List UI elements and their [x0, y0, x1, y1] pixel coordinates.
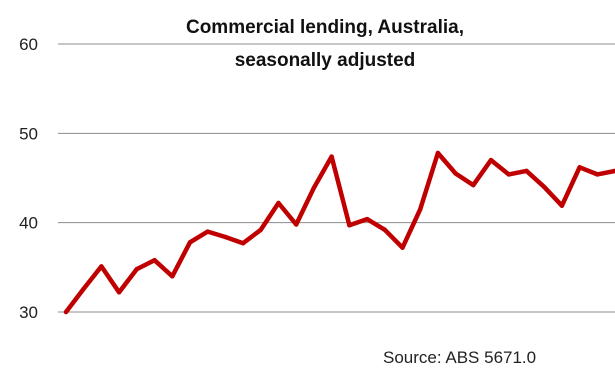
data-point [400, 245, 405, 250]
data-point [471, 182, 476, 188]
data-point [435, 150, 441, 156]
chart-title-line-1: Commercial lending, Australia, [186, 17, 464, 38]
data-point [276, 200, 281, 206]
data-point [559, 203, 565, 208]
data-point [488, 157, 494, 163]
chart-title: Commercial lending, Australia, seasonall… [186, 17, 464, 71]
chart-title-line-2: seasonally adjusted [235, 50, 416, 71]
y-axis-tick-labels: 30 40 50 60 [19, 35, 38, 322]
data-point [506, 172, 511, 177]
data-point [240, 241, 246, 246]
data-point [258, 227, 263, 232]
data-point [311, 185, 317, 190]
data-point [294, 222, 299, 227]
data-point [205, 229, 210, 234]
y-tick-label: 30 [19, 303, 38, 322]
data-point [329, 154, 334, 159]
data-point [134, 266, 139, 272]
data-point [152, 258, 157, 263]
data-point [542, 184, 547, 190]
data-point [63, 309, 69, 315]
data-point [612, 168, 615, 174]
data-point [116, 290, 122, 295]
y-tick-label: 50 [19, 124, 38, 143]
series-line-0 [63, 150, 615, 315]
data-point [418, 207, 423, 212]
data-point [170, 274, 175, 279]
data-point [595, 172, 600, 177]
y-tick-label: 40 [19, 214, 38, 233]
data-point [382, 227, 387, 232]
data-point [453, 171, 458, 176]
series-layer [63, 150, 615, 315]
y-tick-label: 60 [19, 35, 38, 54]
gridlines [58, 43, 615, 313]
data-point [364, 216, 370, 222]
data-point [99, 264, 104, 269]
data-point [187, 240, 193, 245]
data-point [223, 234, 228, 240]
data-point [577, 165, 582, 170]
data-point [347, 223, 352, 228]
source-note: Source: ABS 5671.0 [383, 348, 536, 367]
data-point [524, 168, 529, 174]
data-point [81, 286, 86, 291]
